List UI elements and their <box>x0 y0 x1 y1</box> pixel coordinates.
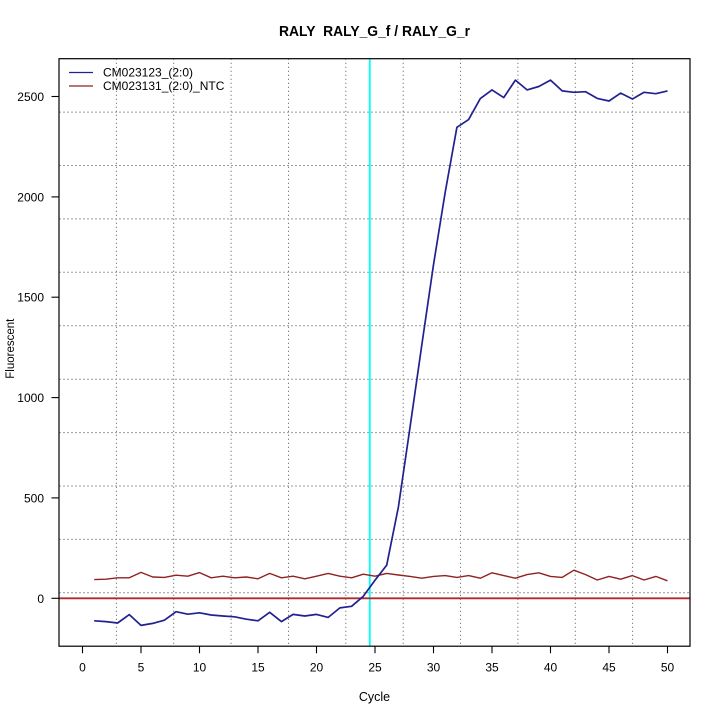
svg-text:1000: 1000 <box>17 391 44 405</box>
svg-text:15: 15 <box>251 661 265 675</box>
svg-text:10: 10 <box>193 661 207 675</box>
svg-text:50: 50 <box>661 661 675 675</box>
svg-text:35: 35 <box>485 661 499 675</box>
svg-text:5: 5 <box>138 661 145 675</box>
svg-text:2500: 2500 <box>17 90 44 104</box>
svg-text:CM023131_(2:0)_NTC: CM023131_(2:0)_NTC <box>103 79 225 93</box>
svg-text:500: 500 <box>24 491 44 505</box>
svg-text:40: 40 <box>544 661 558 675</box>
svg-text:0: 0 <box>79 661 86 675</box>
svg-text:25: 25 <box>368 661 382 675</box>
svg-text:Fluorescent: Fluorescent <box>5 318 17 379</box>
svg-text:RALY RALY_G_f / RALY_G_r: RALY RALY_G_f / RALY_G_r <box>279 23 470 40</box>
svg-text:45: 45 <box>602 661 616 675</box>
svg-text:2000: 2000 <box>17 190 44 204</box>
svg-text:20: 20 <box>310 661 324 675</box>
svg-text:Cycle: Cycle <box>359 690 390 704</box>
svg-text:0: 0 <box>37 592 44 606</box>
svg-text:1500: 1500 <box>17 291 44 305</box>
svg-text:30: 30 <box>427 661 441 675</box>
svg-text:CM023123_(2:0): CM023123_(2:0) <box>103 66 193 80</box>
